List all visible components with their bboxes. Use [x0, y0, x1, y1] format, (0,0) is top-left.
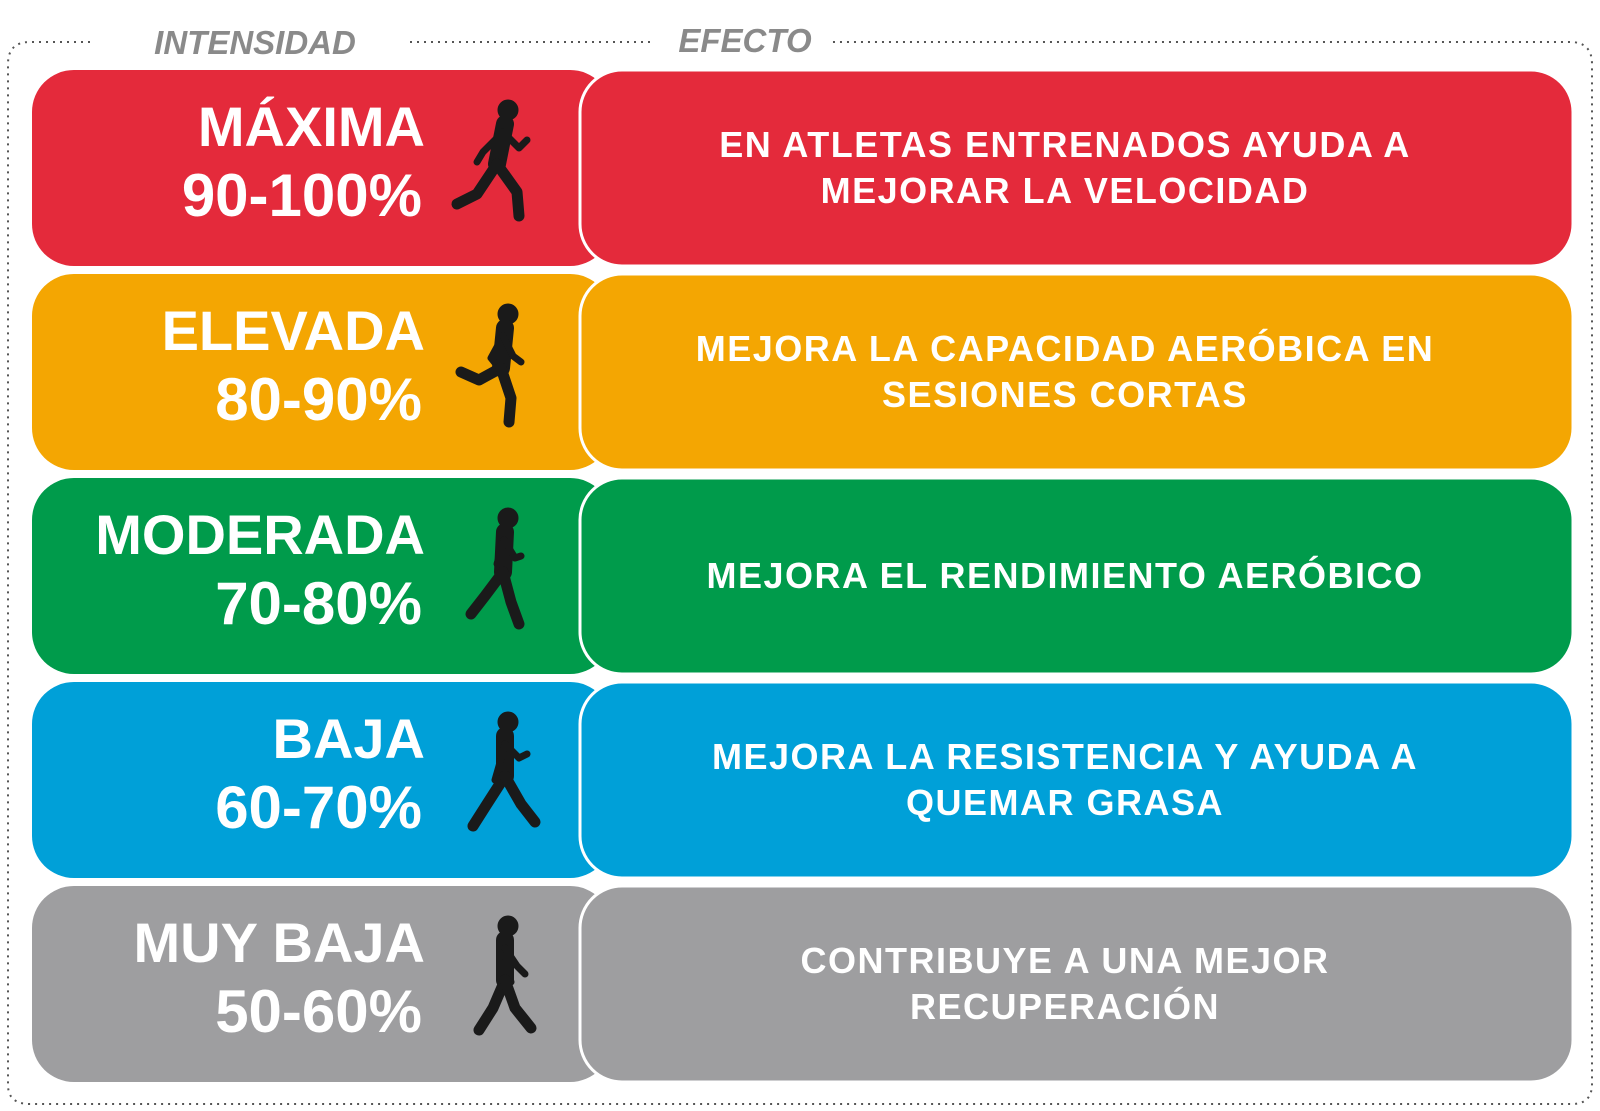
- arm: [499, 332, 525, 366]
- runner-silhouette: [473, 915, 537, 1036]
- level-label: BAJA: [273, 707, 425, 770]
- leg: [467, 770, 511, 832]
- effect-text: MEJORAR LA VELOCIDAD: [821, 170, 1310, 211]
- range-label: 90-100%: [182, 162, 422, 229]
- header-intensity: INTENSIDAD: [154, 24, 356, 61]
- arm: [501, 944, 529, 978]
- effect-text: EN ATLETAS ENTRENADOS AYUDA A: [719, 124, 1411, 165]
- intensity-box: [32, 682, 612, 878]
- effect-box: [578, 884, 1575, 1084]
- leg: [465, 566, 509, 620]
- header-effect: EFECTO: [678, 22, 812, 59]
- effect-box: [578, 272, 1575, 472]
- runner-silhouette: [451, 99, 531, 222]
- runner-silhouette: [465, 507, 525, 630]
- range-label: 80-90%: [215, 366, 422, 433]
- leg: [499, 770, 541, 828]
- effect-text: MEJORA LA CAPACIDAD AERÓBICA EN: [696, 327, 1435, 369]
- effect-text: RECUPERACIÓN: [910, 985, 1220, 1027]
- dotted-frame: [7, 41, 1593, 1105]
- effect-text: SESIONES CORTAS: [882, 374, 1248, 415]
- leg: [455, 362, 507, 386]
- intensity-box: [32, 70, 612, 266]
- range-label: 60-70%: [215, 774, 422, 841]
- effect-text: CONTRIBUYE A UNA MEJOR: [800, 940, 1329, 981]
- effect-box: [578, 68, 1575, 268]
- arm: [491, 740, 509, 784]
- intensity-box: [32, 478, 612, 674]
- leg: [451, 158, 503, 210]
- arm: [501, 740, 531, 762]
- leg: [499, 974, 537, 1034]
- intensity-box: [32, 274, 612, 470]
- level-label: MUY BAJA: [134, 911, 425, 974]
- intensity-box: [32, 886, 612, 1082]
- runner-silhouette: [467, 711, 541, 832]
- effect-box: [578, 680, 1575, 880]
- effect-text: MEJORA EL RENDIMIENTO AERÓBICO: [706, 554, 1423, 596]
- level-label: MÁXIMA: [198, 95, 425, 158]
- leg: [473, 974, 511, 1036]
- level-label: MODERADA: [95, 503, 425, 566]
- effect-text: MEJORA LA RESISTENCIA Y AYUDA A: [712, 736, 1418, 777]
- effect-text: QUEMAR GRASA: [906, 782, 1224, 823]
- arm: [499, 128, 531, 152]
- leg: [497, 566, 525, 630]
- range-label: 50-60%: [215, 978, 422, 1045]
- runner-silhouette: [455, 303, 525, 428]
- range-label: 70-80%: [215, 570, 422, 637]
- leg: [495, 362, 517, 428]
- leg: [491, 158, 525, 222]
- arm: [500, 536, 525, 562]
- effect-box: [578, 476, 1575, 676]
- arm: [473, 128, 507, 166]
- level-label: ELEVADA: [162, 299, 425, 362]
